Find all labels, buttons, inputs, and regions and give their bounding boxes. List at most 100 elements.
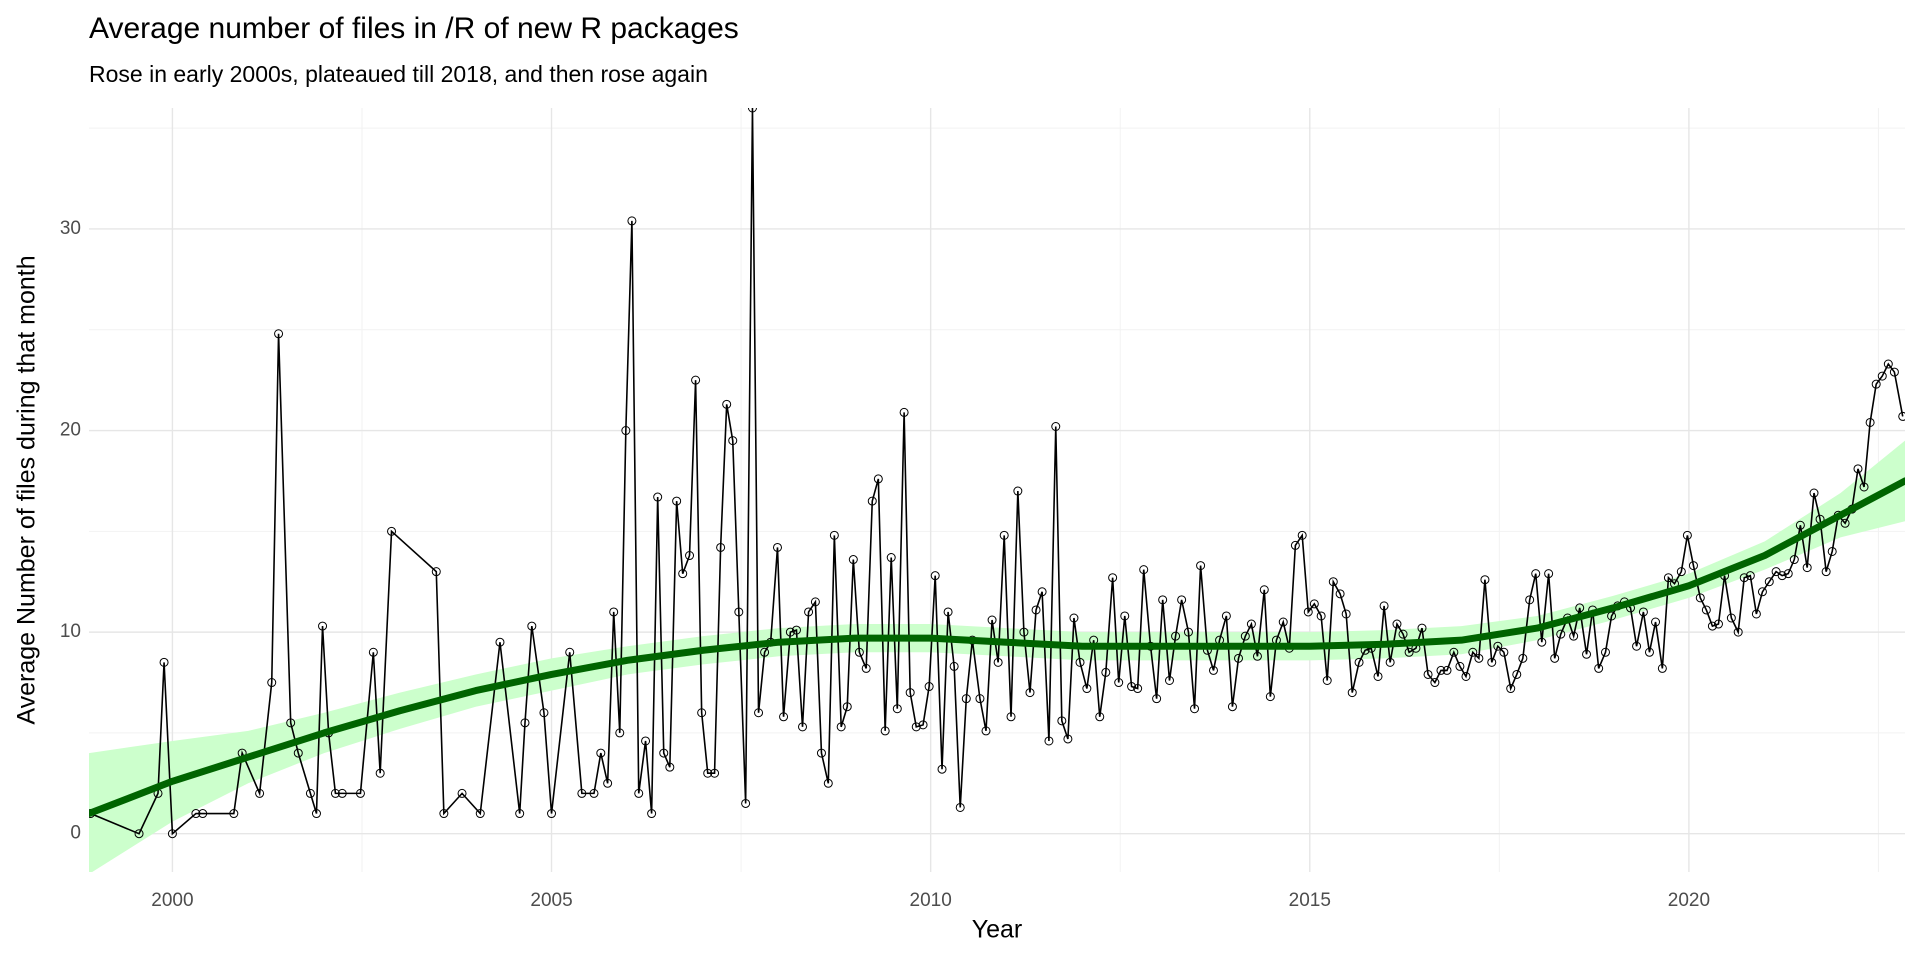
data-point (1853, 464, 1863, 474)
data-point (1063, 734, 1073, 744)
data-point (1114, 678, 1124, 688)
data-point (647, 809, 657, 819)
data-point (274, 329, 284, 339)
data-point (1840, 518, 1850, 528)
data-point (1165, 675, 1175, 685)
data-point (1442, 665, 1452, 675)
data-point (547, 809, 557, 819)
data-point (1544, 569, 1554, 579)
data-point (1051, 422, 1061, 432)
data-point (1069, 613, 1079, 623)
smooth-line (89, 477, 1905, 818)
data-point (634, 788, 644, 798)
data-point (993, 657, 1003, 667)
data-point (1898, 411, 1905, 421)
data-point (1309, 599, 1319, 609)
x-tick-label: 2000 (151, 890, 193, 911)
data-point (836, 722, 846, 732)
data-point (1726, 613, 1736, 623)
data-point (1019, 627, 1029, 637)
data-point (1183, 627, 1193, 637)
data-point (1783, 569, 1793, 579)
data-point (716, 542, 726, 552)
data-point (1101, 667, 1111, 677)
data-point (798, 722, 808, 732)
data-point (1316, 611, 1326, 621)
data-point (1487, 657, 1497, 667)
data-point (861, 663, 871, 673)
y-tick-label: 0 (70, 823, 81, 844)
data-point (924, 682, 934, 692)
data-point (305, 788, 315, 798)
data-point (1354, 657, 1364, 667)
data-point (457, 788, 467, 798)
data-point (1379, 601, 1389, 611)
data-point (1455, 661, 1465, 671)
data-point (293, 748, 303, 758)
data-point (615, 728, 625, 738)
data-point (1265, 692, 1275, 702)
data-point (1095, 712, 1105, 722)
data-point (892, 704, 902, 714)
data-point (1278, 617, 1288, 627)
data-point (565, 647, 575, 657)
data-point (905, 688, 915, 698)
data-point (1657, 663, 1667, 673)
y-axis-label: Average Number of files during that mont… (13, 255, 41, 724)
data-point (1771, 567, 1781, 577)
data-point (1518, 653, 1528, 663)
data-point (1031, 605, 1041, 615)
data-point (577, 788, 587, 798)
data-point (1139, 565, 1149, 575)
data-point (1859, 482, 1869, 492)
data-point (1499, 647, 1509, 657)
data-point (1082, 684, 1092, 694)
data-point (1404, 647, 1414, 657)
data-point (1373, 671, 1383, 681)
data-point (1234, 653, 1244, 663)
data-point (1468, 647, 1478, 657)
data-point (1474, 653, 1484, 663)
data-point (810, 597, 820, 607)
data-point (1506, 684, 1516, 694)
y-tick-label: 10 (60, 621, 81, 642)
data-point (1745, 571, 1755, 581)
data-point (955, 802, 965, 812)
data-point (387, 526, 397, 536)
data-point (899, 407, 909, 417)
data-point (779, 712, 789, 722)
data-point (1877, 371, 1887, 381)
data-point (728, 436, 738, 446)
data-point (603, 778, 613, 788)
data-point (1889, 367, 1899, 377)
data-point (943, 607, 953, 617)
data-point (1449, 647, 1459, 657)
ticks: 2000 2005 2010 2015 2020 0 10 20 30 (60, 218, 1710, 911)
data-point (987, 615, 997, 625)
data-point (665, 762, 675, 772)
data-point (1303, 607, 1313, 617)
data-point (1127, 682, 1137, 692)
data-point (703, 768, 713, 778)
data-point (1764, 577, 1774, 587)
data-point (886, 553, 896, 563)
data-point (1512, 669, 1522, 679)
data-point (880, 726, 890, 736)
data-point (191, 809, 201, 819)
data-point (527, 621, 537, 631)
data-point (1789, 555, 1799, 565)
data-point (1133, 684, 1143, 694)
data-point (255, 788, 265, 798)
data-point (1436, 665, 1446, 675)
plot-area (89, 108, 1905, 872)
data-point (520, 718, 530, 728)
data-point (1240, 631, 1250, 641)
x-tick-label: 2020 (1668, 890, 1710, 911)
data-point (1177, 595, 1187, 605)
data-point (1057, 716, 1067, 726)
data-point (659, 748, 669, 758)
data-point (1600, 647, 1610, 657)
data-point (741, 798, 751, 808)
data-point (1152, 694, 1162, 704)
data-point (804, 607, 814, 617)
